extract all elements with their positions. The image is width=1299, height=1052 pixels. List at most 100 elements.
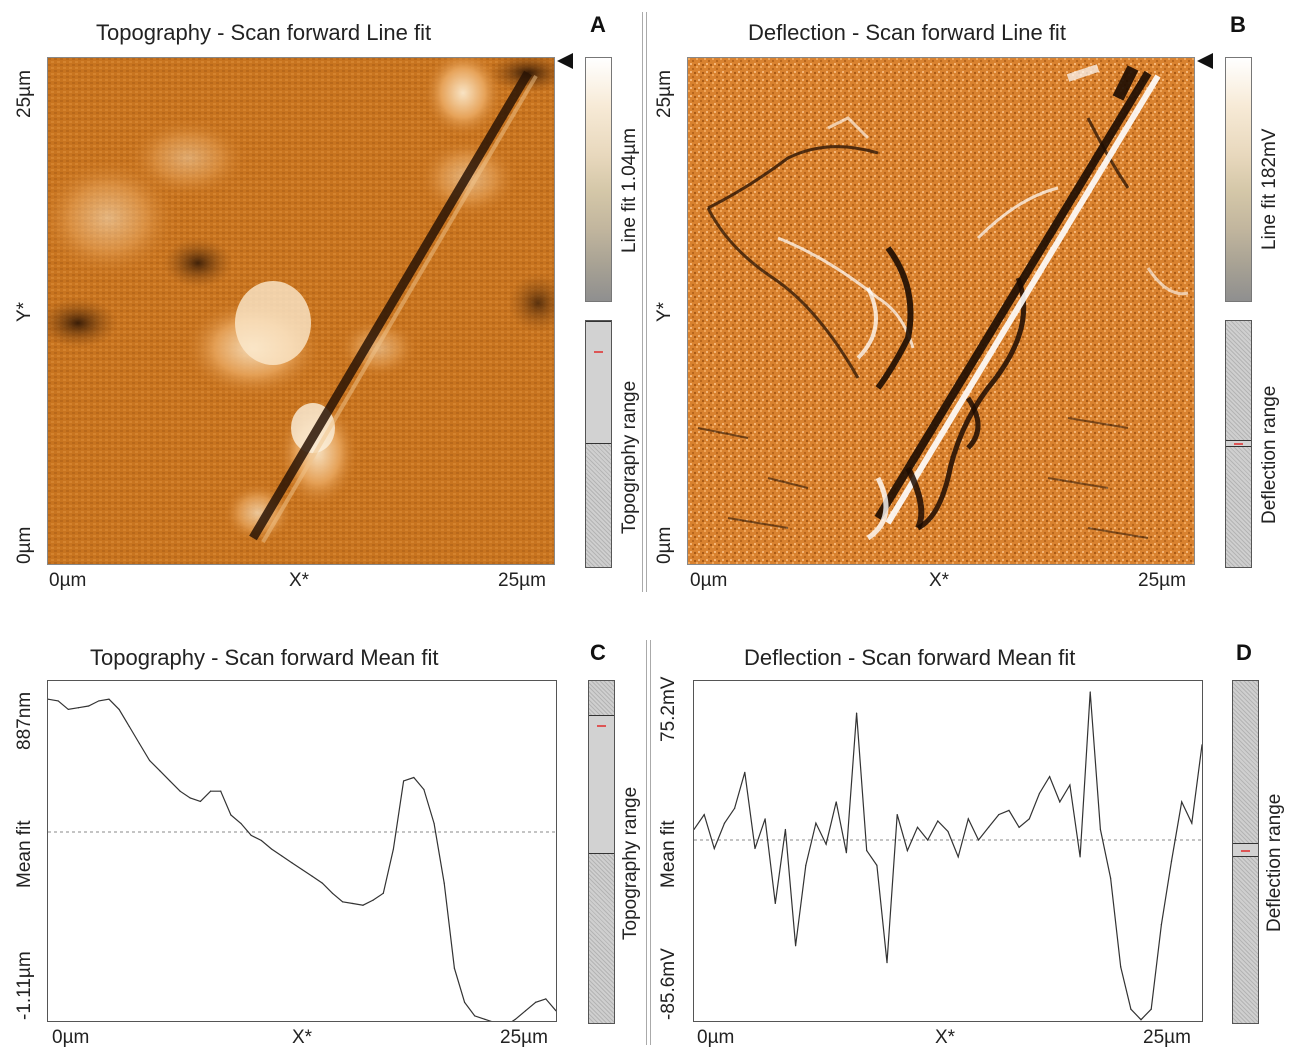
topography-data-point (453, 967, 455, 969)
panel-c-y-top-label: 887nm (14, 691, 35, 750)
topography-data-point (48, 698, 49, 700)
deflection-data-point (1150, 1008, 1152, 1010)
vertical-divider-bottom-left (646, 640, 647, 1045)
topography-data-point (159, 770, 161, 772)
panel-b-y-mid-label: Y* (654, 301, 675, 322)
topography-data-point (270, 848, 273, 850)
deflection-data-point (998, 814, 1000, 816)
panel-b-x-mid-label: X* (929, 570, 950, 591)
panel-b-range-label: Deflection range (1259, 385, 1280, 524)
panel-d-range-label: Deflection range (1264, 793, 1285, 932)
deflection-data-point (1099, 828, 1101, 831)
topography-data-point (98, 700, 100, 702)
deflection-data-point (1120, 966, 1122, 968)
deflection-data-point (734, 807, 736, 809)
panel-d-x-mid-label: X* (935, 1027, 956, 1048)
topography-data-point (128, 725, 130, 728)
topography-data-point (545, 998, 547, 1000)
panel-c-range-label: Topography range (620, 786, 641, 940)
deflection-data-point (855, 712, 858, 714)
deflection-data-point (1201, 744, 1202, 746)
deflection-data-point (1109, 877, 1112, 879)
deflection-profile-chart (694, 691, 1202, 1021)
deflection-data-point (967, 818, 969, 820)
range-marker (597, 725, 606, 728)
deflection-line-fit-image[interactable] (687, 57, 1195, 565)
range-marker (1241, 849, 1250, 852)
deflection-data-point (947, 830, 949, 833)
topography-data-point (392, 848, 395, 850)
topography-data-point (311, 875, 313, 877)
deflection-range-bar[interactable] (1232, 680, 1259, 1024)
topography-mean-fit-plot[interactable] (47, 680, 557, 1022)
deflection-data-point (937, 820, 939, 822)
panel-b-colorbar-label: Line fit 182mV (1259, 128, 1280, 250)
deflection-data-point (713, 847, 715, 850)
topography-data-point (484, 1018, 486, 1020)
topography-data-point (67, 708, 69, 711)
deflection-data-point (1038, 792, 1041, 795)
deflection-data-point (988, 826, 990, 828)
deflection-data-point (754, 847, 756, 850)
panel-c-y-mid-label: Mean fit (14, 820, 35, 888)
topography-data-point (138, 742, 141, 745)
topography-data-point (108, 698, 110, 700)
topography-line-fit-image[interactable] (47, 57, 555, 565)
topography-data-point (230, 814, 232, 816)
deflection-mean-fit-plot[interactable] (693, 680, 1203, 1022)
topography-data-point (77, 707, 80, 709)
deflection-data-point (886, 962, 888, 964)
panel-d-x-left-label: 0µm (697, 1027, 735, 1048)
deflection-range-bar[interactable] (1225, 320, 1252, 568)
topography-data-point (240, 822, 242, 825)
topography-data-point (199, 800, 201, 802)
topography-data-point (535, 1001, 537, 1003)
scan-line-pointer-icon[interactable] (557, 53, 573, 69)
topography-data-point (463, 1001, 466, 1003)
topography-data-point (514, 1018, 516, 1020)
deflection-data-point (815, 822, 817, 824)
deflection-data-point (876, 864, 878, 866)
topography-data-point (352, 902, 354, 905)
topography-data-point (291, 862, 293, 864)
topography-data-point (57, 700, 59, 702)
topography-data-point (220, 790, 222, 792)
deflection-data-point (896, 814, 898, 816)
topography-range-bar[interactable] (588, 680, 615, 1024)
deflection-data-point (825, 843, 827, 845)
deflection-data-point (957, 856, 959, 858)
deflection-data-point (1028, 818, 1030, 820)
deflection-data-point (784, 828, 787, 831)
deflection-data-point (1181, 801, 1183, 803)
panel-d-y-mid-label: Mean fit (658, 820, 679, 888)
topography-data-point (260, 839, 262, 842)
range-marker (1234, 442, 1243, 445)
topography-data-point (88, 705, 90, 707)
deflection-data-point (703, 814, 705, 816)
panel-b-y-bottom-label: 0µm (654, 526, 675, 564)
scan-line-pointer-icon[interactable] (1197, 53, 1213, 69)
panel-c-y-bottom-label: -1.11µm (14, 951, 35, 1020)
topography-data-point (403, 780, 405, 782)
panel-d-x-right-label: 25µm (1143, 1027, 1191, 1048)
range-window[interactable] (586, 321, 611, 444)
topography-data-point (250, 834, 252, 837)
topography-data-point (169, 780, 171, 782)
panel-d-y-top-label: 75.2mV (658, 676, 679, 742)
range-window[interactable] (589, 715, 614, 854)
topography-range-bar[interactable] (585, 320, 612, 568)
topography-data-point (321, 882, 323, 884)
panel-a-range-label: Topography range (619, 380, 640, 534)
topography-data-point (342, 901, 344, 903)
panel-b-title: Deflection - Scan forward Line fit (748, 20, 1066, 45)
panel-a-y-bottom-label: 0µm (14, 526, 35, 564)
panel-b-x-right-label: 25µm (1138, 570, 1186, 591)
panel-a-x-left-label: 0µm (49, 570, 87, 591)
vertical-divider-top-left (642, 12, 643, 592)
deflection-data-point (694, 828, 695, 831)
topography-data-point (443, 882, 445, 884)
deflection-data-point (927, 839, 929, 841)
deflection-data-point (1059, 801, 1061, 803)
panel-d-letter: D (1236, 640, 1252, 665)
panel-a-y-top-label: 25µm (14, 70, 35, 118)
